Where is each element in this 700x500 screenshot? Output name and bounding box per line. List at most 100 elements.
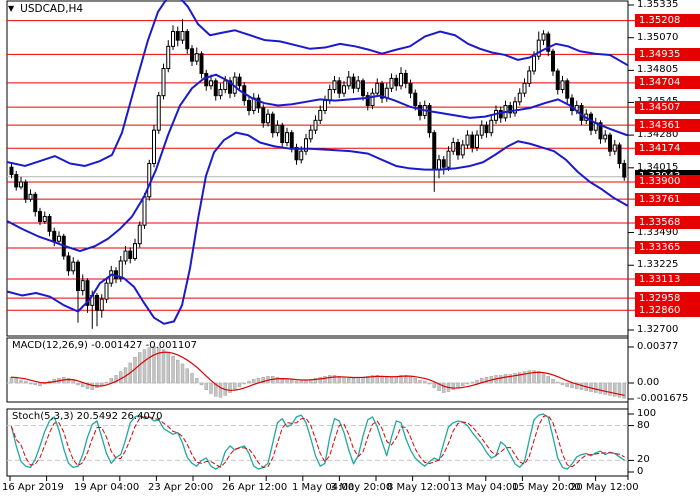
macd-histogram-bar — [442, 382, 446, 393]
candle-body — [19, 181, 23, 188]
candle-body — [318, 109, 323, 121]
macd-histogram-bar — [147, 347, 151, 384]
macd-histogram-bar — [218, 382, 223, 398]
time-axis-label: 23 Apr 20:00 — [148, 482, 214, 493]
stoch-axis-label: 20 — [637, 454, 650, 466]
candle-body — [80, 280, 85, 292]
macd-histogram-bar — [14, 377, 18, 384]
price-axis-label: 1.35335 — [637, 0, 679, 10]
candle-body — [612, 144, 617, 152]
candle-body — [484, 124, 489, 134]
level-price-label: 1.33761 — [635, 192, 700, 206]
candle-body — [551, 50, 555, 72]
macd-histogram-bar — [556, 381, 560, 384]
macd-indicator-label: MACD(12,26,9) -0.001427 -0.001107 — [12, 340, 197, 351]
macd-histogram-bar — [24, 380, 28, 384]
macd-histogram-bar — [185, 368, 189, 384]
candle-body — [275, 124, 280, 134]
candle-body — [133, 243, 137, 259]
chart-title: ▼ USDCAD,H4 — [8, 3, 83, 15]
candle-body — [489, 119, 494, 134]
macd-histogram-bar — [404, 375, 408, 384]
macd-histogram-bar — [261, 377, 265, 384]
macd-signal-line — [10, 351, 625, 396]
macd-axis-label: -0.001675 — [637, 392, 689, 404]
candle-body — [156, 95, 161, 131]
candle-body — [508, 105, 513, 114]
macd-histogram-bar — [332, 375, 337, 384]
candle-body — [460, 144, 465, 156]
time-axis-label: 16 Apr 2019 — [2, 482, 64, 493]
macd-histogram-bar — [19, 379, 23, 384]
macd-histogram-bar — [560, 382, 565, 386]
macd-histogram-bar — [617, 382, 622, 398]
candle-body — [294, 146, 299, 161]
candle-body — [213, 80, 218, 97]
candle-body — [527, 70, 532, 84]
level-price-label: 1.34507 — [635, 100, 700, 114]
candle-body — [408, 82, 413, 94]
macd-histogram-bar — [90, 382, 94, 390]
candle-body — [266, 113, 270, 124]
macd-histogram-bar — [180, 363, 185, 384]
macd-histogram-bar — [503, 374, 508, 384]
macd-histogram-bar — [356, 377, 360, 384]
macd-histogram-bar — [508, 374, 512, 384]
candle-body — [166, 45, 171, 70]
candle-body — [42, 216, 47, 222]
candle-body — [47, 216, 52, 232]
macd-axis-label: 0.00377 — [637, 340, 679, 352]
macd-histogram-bar — [190, 373, 194, 384]
candle-body — [403, 72, 408, 84]
candle-body — [99, 298, 104, 311]
candle-body — [261, 107, 266, 124]
candle-body — [399, 72, 403, 87]
bollinger-upper-band — [7, 0, 628, 167]
candle-body — [28, 193, 33, 200]
bollinger-lower-band — [7, 131, 628, 325]
candle-body — [622, 162, 627, 178]
macd-histogram-bar — [499, 375, 503, 384]
candle-body — [33, 193, 38, 213]
macd-axis-label: 0.00 — [637, 377, 660, 388]
candle-body — [280, 124, 285, 144]
macd-histogram-bar — [199, 382, 204, 386]
candle-body — [522, 82, 527, 94]
macd-histogram-bar — [522, 371, 527, 384]
level-price-label: 1.33900 — [635, 175, 700, 189]
level-price-label: 1.33113 — [635, 272, 700, 286]
macd-histogram-bar — [242, 382, 246, 385]
macd-histogram-bar — [437, 382, 441, 391]
level-price-label: 1.35208 — [635, 14, 700, 28]
stoch-indicator-label: Stoch(5,3,3) 20.5492 26.4070 — [12, 411, 163, 422]
candle-body — [365, 95, 370, 107]
macd-histogram-bar — [370, 375, 375, 384]
candle-body — [570, 97, 574, 111]
candle-body — [470, 134, 475, 148]
level-price-label: 1.34174 — [635, 141, 700, 155]
candle-body — [603, 134, 608, 140]
time-axis-label: 19 Apr 04:00 — [74, 482, 140, 493]
macd-histogram-bar — [38, 382, 42, 387]
macd-histogram-bar — [157, 347, 161, 384]
macd-histogram-bar — [565, 382, 569, 388]
macd-histogram-bar — [104, 381, 109, 384]
price-axis-label: 1.34015 — [637, 161, 679, 173]
candle-body — [313, 119, 318, 131]
macd-histogram-bar — [299, 380, 303, 384]
candle-body — [446, 150, 451, 168]
symbol-dropdown-icon[interactable]: ▼ — [8, 4, 15, 13]
candle-body — [332, 80, 337, 90]
level-price-label: 1.33365 — [635, 241, 700, 255]
macd-histogram-bar — [570, 382, 574, 389]
macd-histogram-bar — [418, 379, 422, 384]
macd-histogram-bar — [76, 382, 80, 386]
macd-histogram-bar — [465, 382, 470, 385]
macd-histogram-bar — [290, 379, 294, 384]
candle-body — [66, 255, 71, 272]
candle-body — [57, 235, 61, 242]
macd-histogram-bar — [551, 378, 555, 384]
candle-body — [598, 122, 603, 140]
macd-histogram-bar — [138, 352, 142, 384]
